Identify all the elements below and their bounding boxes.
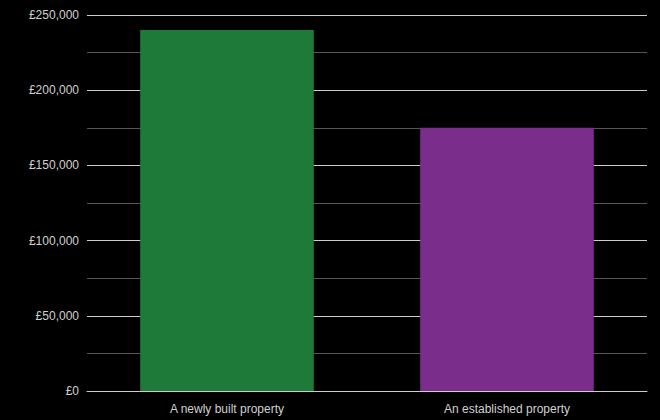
- svg-text:£100,000: £100,000: [29, 234, 79, 248]
- svg-text:£150,000: £150,000: [29, 158, 79, 172]
- svg-text:£250,000: £250,000: [29, 8, 79, 22]
- svg-text:A newly built property: A newly built property: [170, 402, 284, 416]
- svg-text:£50,000: £50,000: [36, 309, 80, 323]
- svg-text:£0: £0: [66, 384, 80, 398]
- svg-text:An established property: An established property: [444, 402, 570, 416]
- svg-text:£200,000: £200,000: [29, 83, 79, 97]
